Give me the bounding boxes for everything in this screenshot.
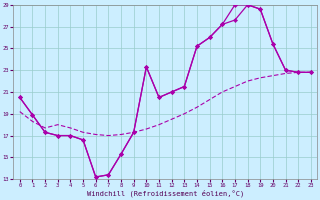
X-axis label: Windchill (Refroidissement éolien,°C): Windchill (Refroidissement éolien,°C) (87, 190, 244, 197)
